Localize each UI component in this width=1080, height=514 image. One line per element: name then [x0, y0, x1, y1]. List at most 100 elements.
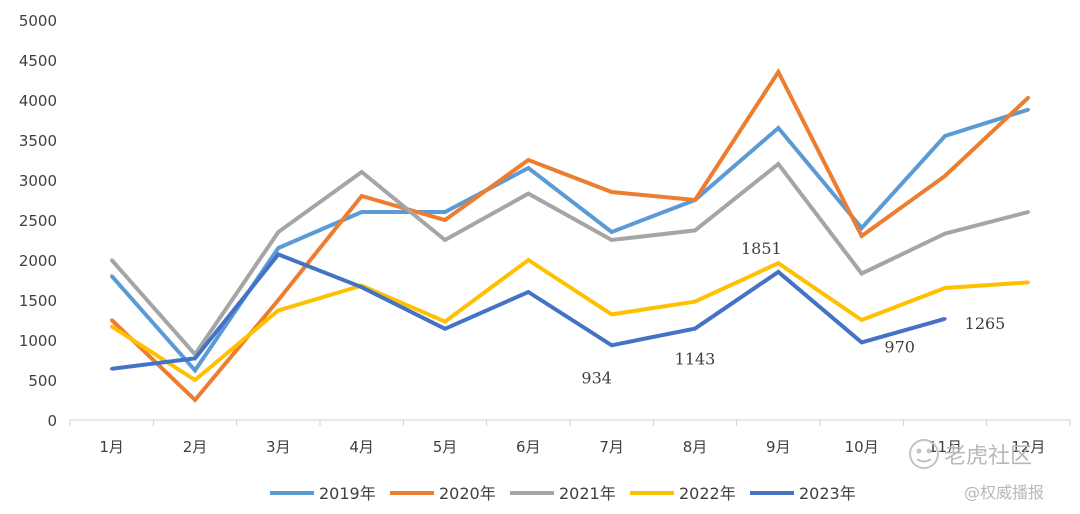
data-label: 934: [581, 368, 612, 387]
data-label: 1851: [741, 239, 782, 258]
data-point: [1026, 280, 1030, 284]
x-tick-label: 3月: [266, 438, 291, 456]
logo-icon: [909, 439, 939, 469]
data-point: [693, 228, 697, 232]
data-point: [526, 192, 530, 196]
data-point: [776, 162, 780, 166]
y-tick-label: 1000: [19, 332, 57, 350]
y-tick-label: 0: [47, 412, 57, 430]
y-tick-label: 4500: [19, 52, 57, 70]
y-tick-label: 2000: [19, 252, 57, 270]
data-point: [860, 234, 864, 238]
data-point: [943, 134, 947, 138]
data-point: [526, 158, 530, 162]
legend-label: 2019年: [319, 484, 376, 503]
data-point: [110, 324, 114, 328]
data-point: [1026, 96, 1030, 100]
x-tick-label: 4月: [349, 438, 374, 456]
x-tick-label: 5月: [433, 438, 458, 456]
data-point: [943, 232, 947, 236]
data-point: [360, 170, 364, 174]
y-tick-label: 500: [28, 372, 57, 390]
y-tick-label: 2500: [19, 212, 57, 230]
data-label: 1265: [965, 314, 1006, 333]
legend-label: 2021年: [559, 484, 616, 503]
data-point: [110, 274, 114, 278]
legend: 2019年 2020年 2021年 2022年 2023年: [270, 484, 856, 503]
data-point: [1026, 108, 1030, 112]
x-tick-label: 7月: [599, 438, 624, 456]
data-point: [776, 270, 780, 274]
data-point: [526, 258, 530, 262]
data-point: [943, 174, 947, 178]
data-point: [193, 398, 197, 402]
data-point: [443, 238, 447, 242]
data-point: [776, 70, 780, 74]
data-point: [860, 318, 864, 322]
data-point: [860, 226, 864, 230]
data-point: [860, 272, 864, 276]
data-point: [276, 298, 280, 302]
x-tick-label: 11月: [928, 438, 962, 456]
watermark: 老虎社区 @权威播报: [909, 439, 1044, 502]
x-tick-label: 12月: [1011, 438, 1045, 456]
y-tick-label: 3500: [19, 132, 57, 150]
data-point: [193, 378, 197, 382]
data-point: [443, 320, 447, 324]
x-tick-label: 1月: [99, 438, 124, 456]
y-tick-label: 4000: [19, 92, 57, 110]
data-point: [610, 238, 614, 242]
data-point: [693, 198, 697, 202]
legend-label: 2020年: [439, 484, 496, 503]
data-point: [276, 246, 280, 250]
watermark-author-text: @权威播报: [964, 483, 1044, 502]
x-axis-ticks: [69, 420, 1071, 426]
series-lines: [110, 68, 1030, 403]
data-point: [776, 126, 780, 130]
data-point: [110, 258, 114, 262]
y-tick-label: 5000: [19, 12, 57, 30]
y-tick-label: 1500: [19, 292, 57, 310]
y-tick-label: 3000: [19, 172, 57, 190]
data-label: 1143: [675, 350, 716, 369]
x-axis-labels: 1月 2月 3月 4月 5月 6月 7月 8月 9月 10月 11月 12月: [99, 438, 1045, 456]
data-point: [693, 300, 697, 304]
data-labels: 934 1143 1851 970 1265: [581, 239, 1005, 387]
data-point: [526, 166, 530, 170]
data-point: [276, 230, 280, 234]
data-point: [193, 356, 197, 360]
data-point: [776, 261, 780, 265]
series-line-3: [110, 161, 1029, 358]
data-point: [276, 252, 280, 256]
x-tick-label: 2月: [183, 438, 208, 456]
data-point: [193, 368, 197, 372]
data-point: [360, 194, 364, 198]
data-point: [360, 285, 364, 289]
watermark-logo-text: 老虎社区: [944, 444, 1032, 469]
series-line-2: [110, 68, 1030, 403]
data-point: [610, 312, 614, 316]
data-point: [110, 318, 114, 322]
legend-label: 2023年: [799, 484, 856, 503]
data-point: [943, 286, 947, 290]
data-point: [443, 218, 447, 222]
data-label: 970: [884, 337, 915, 356]
y-axis-labels: 0 500 1000 1500 2000 2500 3000 3500 4000 4500 5000: [19, 12, 57, 430]
x-tick-label: 8月: [683, 438, 708, 456]
x-tick-label: 9月: [766, 438, 791, 456]
x-tick-label: 10月: [845, 438, 879, 456]
legend-label: 2022年: [679, 484, 736, 503]
data-point: [110, 367, 114, 371]
series-line-4: [110, 257, 1029, 383]
data-point: [610, 230, 614, 234]
data-point: [276, 308, 280, 312]
data-point: [526, 290, 530, 294]
x-tick-label: 6月: [516, 438, 541, 456]
data-point: [443, 210, 447, 214]
data-point: [1026, 210, 1030, 214]
data-point: [443, 327, 447, 331]
data-point: [610, 343, 614, 347]
data-point: [943, 317, 947, 321]
data-point: [693, 326, 697, 331]
